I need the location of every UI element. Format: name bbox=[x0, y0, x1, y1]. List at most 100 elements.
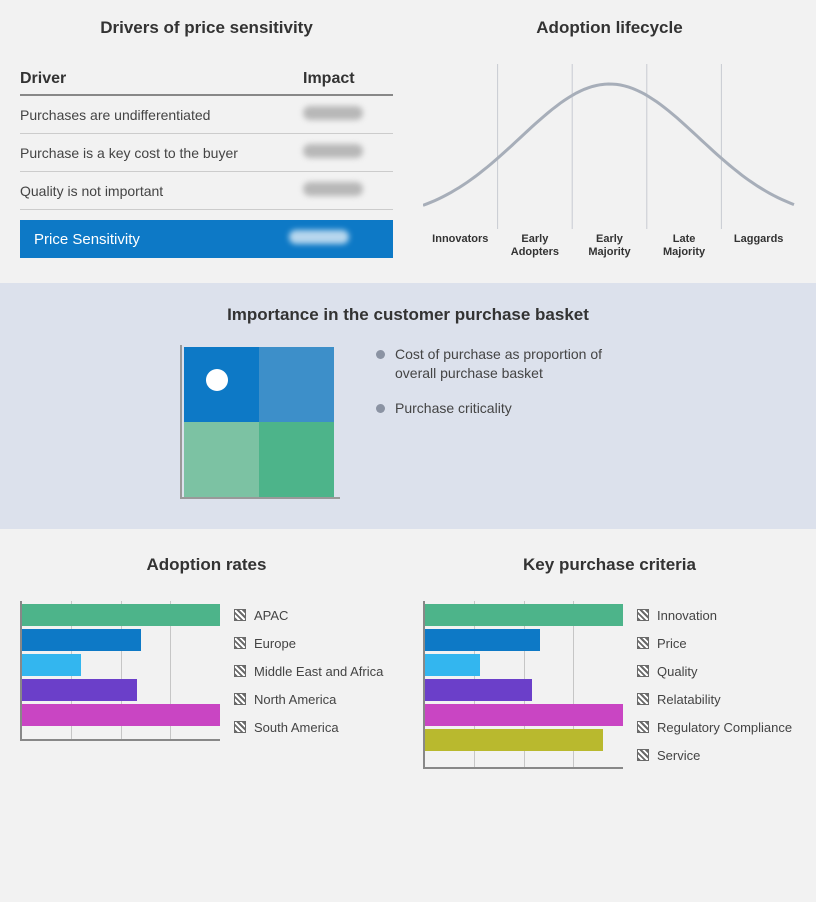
hbar bbox=[425, 679, 532, 701]
quadrant-axes bbox=[180, 345, 340, 499]
hbar-legend-label: Regulatory Compliance bbox=[657, 720, 792, 735]
legend-swatch-icon bbox=[234, 609, 246, 621]
drivers-row: Purchase is a key cost to the buyer bbox=[20, 134, 393, 172]
legend-swatch-icon bbox=[234, 721, 246, 733]
hbar bbox=[425, 604, 623, 626]
summary-label: Price Sensitivity bbox=[34, 231, 289, 248]
hbar-legend-label: APAC bbox=[254, 608, 288, 623]
hbar-legend-label: Relatability bbox=[657, 692, 721, 707]
lifecycle-stage-label: Laggards bbox=[721, 233, 796, 259]
drivers-summary-row: Price Sensitivity bbox=[20, 220, 393, 258]
purchase-criteria-title: Key purchase criteria bbox=[423, 555, 796, 575]
lifecycle-svg bbox=[423, 64, 796, 229]
legend-swatch-icon bbox=[234, 665, 246, 677]
lifecycle-stage-label: EarlyAdopters bbox=[498, 233, 573, 259]
lifecycle-stage-label: LateMajority bbox=[647, 233, 722, 259]
driver-cell: Purchases are undifferentiated bbox=[20, 107, 303, 123]
lifecycle-panel: Adoption lifecycle InnovatorsEarlyAdopte… bbox=[423, 18, 796, 259]
hbar bbox=[425, 729, 603, 751]
purchase-criteria-panel: Key purchase criteria Innovation Price Qua… bbox=[423, 555, 796, 769]
hbar-legend-item: Middle East and Africa bbox=[234, 657, 393, 685]
hbar-legend-label: Middle East and Africa bbox=[254, 664, 383, 679]
lifecycle-chart: InnovatorsEarlyAdoptersEarlyMajorityLate… bbox=[423, 64, 796, 259]
col-impact: Impact bbox=[303, 70, 393, 88]
quadrant-top-right bbox=[259, 347, 334, 422]
impact-cell bbox=[303, 144, 393, 161]
impact-blur bbox=[303, 106, 363, 120]
basket-legend-label: Cost of purchase as proportion of overal… bbox=[395, 345, 636, 383]
legend-dot-icon bbox=[376, 404, 385, 413]
hbar-legend-item: Regulatory Compliance bbox=[637, 713, 796, 741]
legend-swatch-icon bbox=[637, 609, 649, 621]
hbar-legend-item: Innovation bbox=[637, 601, 796, 629]
hbar bbox=[425, 654, 480, 676]
hbar-legend-label: Service bbox=[657, 748, 700, 763]
legend-swatch-icon bbox=[234, 637, 246, 649]
drivers-row: Quality is not important bbox=[20, 172, 393, 210]
drivers-row: Purchases are undifferentiated bbox=[20, 96, 393, 134]
impact-cell bbox=[303, 106, 393, 123]
drivers-table: Driver Impact Purchases are undifferenti… bbox=[20, 64, 393, 258]
hbar bbox=[22, 604, 220, 626]
adoption-rates-panel: Adoption rates APAC Europe Middle East and… bbox=[20, 555, 393, 769]
impact-blur bbox=[303, 144, 363, 158]
quadrant-marker bbox=[206, 369, 228, 391]
hbar-legend-item: South America bbox=[234, 713, 393, 741]
hbar-legend-item: Europe bbox=[234, 629, 393, 657]
quadrant-chart bbox=[184, 347, 334, 497]
purchase-criteria-chart bbox=[423, 601, 623, 769]
hbar-legend-item: North America bbox=[234, 685, 393, 713]
legend-swatch-icon bbox=[637, 637, 649, 649]
hbar-legend-item: Relatability bbox=[637, 685, 796, 713]
impact-blur bbox=[303, 182, 363, 196]
hbar bbox=[22, 654, 81, 676]
hbar bbox=[425, 629, 540, 651]
hbar-legend-item: Quality bbox=[637, 657, 796, 685]
purchase-criteria-wrap: Innovation Price Quality Relatability Regula… bbox=[423, 601, 796, 769]
legend-swatch-icon bbox=[637, 749, 649, 761]
hbar-legend-item: Service bbox=[637, 741, 796, 769]
quadrant-bottom-left bbox=[184, 422, 259, 497]
adoption-rates-legend: APAC Europe Middle East and Africa North Am… bbox=[234, 601, 393, 741]
summary-impact bbox=[289, 230, 379, 248]
hbar-legend-item: Price bbox=[637, 629, 796, 657]
basket-legend: Cost of purchase as proportion of overal… bbox=[376, 345, 636, 434]
hbar-legend-label: Quality bbox=[657, 664, 697, 679]
legend-swatch-icon bbox=[234, 693, 246, 705]
bottom-row: Adoption rates APAC Europe Middle East and… bbox=[0, 529, 816, 799]
adoption-rates-wrap: APAC Europe Middle East and Africa North Am… bbox=[20, 601, 393, 741]
adoption-rates-chart bbox=[20, 601, 220, 741]
drivers-table-header: Driver Impact bbox=[20, 64, 393, 96]
hbar bbox=[22, 679, 137, 701]
drivers-title: Drivers of price sensitivity bbox=[20, 18, 393, 38]
impact-cell bbox=[303, 182, 393, 199]
hbar bbox=[425, 704, 623, 726]
hbar-legend-label: Innovation bbox=[657, 608, 717, 623]
basket-panel: Importance in the customer purchase bask… bbox=[0, 283, 816, 529]
adoption-rates-title: Adoption rates bbox=[20, 555, 393, 575]
purchase-criteria-legend: Innovation Price Quality Relatability Regula… bbox=[637, 601, 796, 769]
lifecycle-stage-label: EarlyMajority bbox=[572, 233, 647, 259]
lifecycle-title: Adoption lifecycle bbox=[423, 18, 796, 38]
quadrant-bottom-right bbox=[259, 422, 334, 497]
hbar-legend-item: APAC bbox=[234, 601, 393, 629]
legend-dot-icon bbox=[376, 350, 385, 359]
hbar-legend-label: Price bbox=[657, 636, 687, 651]
basket-legend-label: Purchase criticality bbox=[395, 399, 512, 418]
legend-swatch-icon bbox=[637, 721, 649, 733]
legend-swatch-icon bbox=[637, 665, 649, 677]
basket-content: Cost of purchase as proportion of overal… bbox=[20, 345, 796, 499]
basket-legend-item: Purchase criticality bbox=[376, 399, 636, 418]
lifecycle-labels: InnovatorsEarlyAdoptersEarlyMajorityLate… bbox=[423, 233, 796, 259]
hbar-legend-label: North America bbox=[254, 692, 336, 707]
driver-cell: Quality is not important bbox=[20, 183, 303, 199]
lifecycle-stage-label: Innovators bbox=[423, 233, 498, 259]
basket-title: Importance in the customer purchase bask… bbox=[20, 305, 796, 325]
hbar-legend-label: Europe bbox=[254, 636, 296, 651]
hbar bbox=[22, 704, 220, 726]
drivers-panel: Drivers of price sensitivity Driver Impa… bbox=[20, 18, 393, 259]
basket-legend-item: Cost of purchase as proportion of overal… bbox=[376, 345, 636, 383]
top-row: Drivers of price sensitivity Driver Impa… bbox=[0, 0, 816, 283]
legend-swatch-icon bbox=[637, 693, 649, 705]
driver-cell: Purchase is a key cost to the buyer bbox=[20, 145, 303, 161]
